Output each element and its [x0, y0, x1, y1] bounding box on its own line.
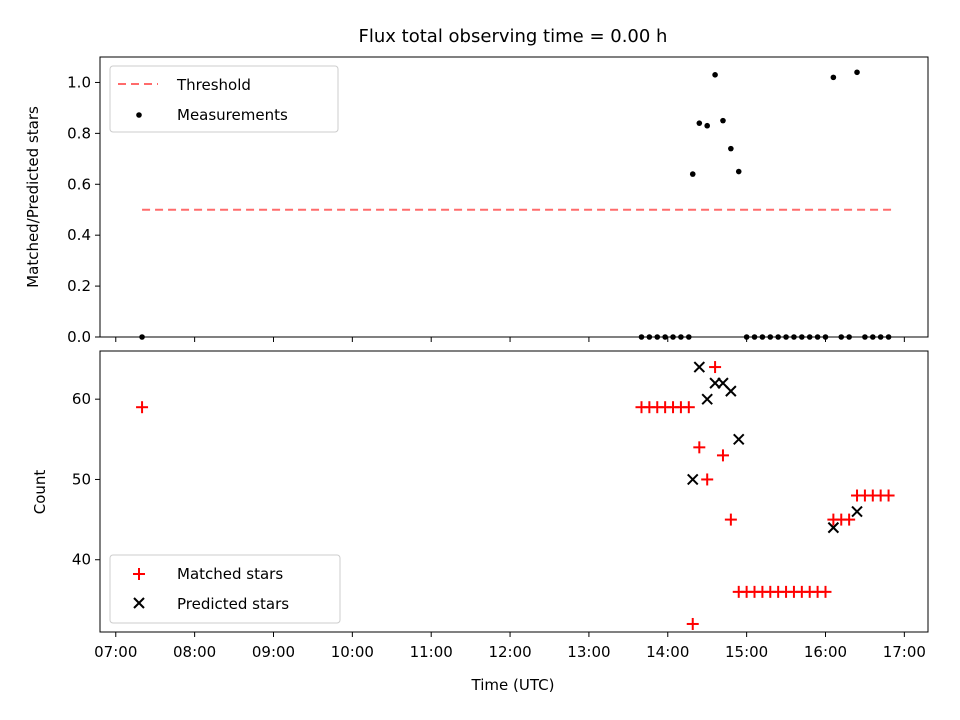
matched-star-marker	[709, 361, 722, 374]
x-tick-label: 13:00	[567, 643, 610, 661]
matched-star-marker	[701, 473, 714, 486]
x-tick-label: 14:00	[646, 643, 689, 661]
measurements-legend-label: Measurements	[177, 106, 288, 124]
x-tick-label: 16:00	[804, 643, 847, 661]
top-y-tick-label: 0.4	[67, 226, 91, 244]
predicted-star-marker	[725, 385, 737, 397]
threshold-legend-label: Threshold	[176, 76, 251, 94]
bottom-y-tick-label: 50	[72, 470, 91, 488]
top-y-tick-label: 0.2	[67, 277, 91, 295]
counts-layer	[136, 361, 895, 630]
predicted-legend-swatch	[133, 597, 145, 609]
top-y-tick-label: 0.6	[67, 175, 91, 193]
top-y-tick-label: 0.0	[67, 328, 91, 346]
measurement-point	[720, 117, 726, 124]
bottom-legend: Matched stars Predicted stars	[109, 554, 341, 624]
measurement-point	[728, 145, 734, 152]
x-tick-label: 09:00	[252, 643, 295, 661]
matched-star-marker	[682, 401, 695, 414]
predicted-star-marker	[851, 505, 863, 518]
x-tick-label: 10:00	[331, 643, 374, 661]
predicted-star-marker	[693, 361, 706, 373]
matched-legend-label: Matched stars	[177, 565, 283, 583]
matched-star-marker	[716, 449, 729, 462]
top-y-tick-label: 0.8	[67, 124, 91, 142]
x-tick-label: 08:00	[173, 643, 216, 661]
matched-star-marker	[819, 585, 832, 598]
bottom-y-tick-label: 60	[72, 390, 91, 408]
matched-star-marker	[882, 489, 895, 502]
matched-star-marker	[686, 617, 699, 630]
x-tick-label: 07:00	[94, 643, 137, 661]
x-tick-label: 11:00	[410, 643, 453, 661]
matched-star-marker	[843, 513, 856, 526]
x-tick-label: 12:00	[488, 643, 531, 661]
matched-star-marker	[136, 401, 149, 414]
predicted-star-marker	[687, 473, 699, 486]
bottom-y-axis-label: Count	[31, 470, 49, 515]
x-tick-label: 17:00	[883, 643, 926, 661]
top-x-ticks	[115, 337, 905, 342]
measurement-point	[696, 120, 703, 126]
measurement-point	[735, 168, 742, 175]
bottom-panel: 40 50 60 07:00 08:00 09:00 10:00 11:00 12:00 13:…	[31, 350, 929, 694]
bottom-plot-frame	[99, 350, 929, 633]
bottom-legend-box	[109, 554, 341, 624]
measurement-point	[704, 122, 710, 129]
predicted-star-marker	[701, 393, 713, 405]
top-legend: Threshold Measurements	[109, 65, 339, 133]
top-plot-frame	[99, 56, 929, 338]
top-legend-box	[109, 65, 339, 133]
measurement-point	[689, 171, 696, 177]
bottom-x-ticks: 07:00 08:00 09:00 10:00 11:00 12:00 13:00 14:00…	[94, 632, 926, 661]
measurement-point	[830, 74, 837, 81]
predicted-legend-label: Predicted stars	[177, 595, 289, 613]
x-tick-label: 15:00	[725, 643, 768, 661]
matched-star-marker	[693, 441, 706, 454]
bottom-y-ticks: 40 50 60	[72, 390, 100, 569]
top-y-axis-label: Matched/Predicted stars	[24, 106, 42, 288]
top-y-tick-label: 1.0	[67, 73, 91, 91]
chart-title: Flux total observing time = 0.00 h	[359, 26, 668, 47]
top-panel: 0.0 0.2 0.4 0.6 0.8 1.0 Matched/Predicted sta…	[24, 56, 929, 346]
measurements-legend-swatch	[136, 112, 142, 118]
bottom-y-tick-label: 40	[72, 551, 91, 569]
top-y-ticks: 0.0 0.2 0.4 0.6 0.8 1.0	[67, 73, 100, 346]
x-axis-label: Time (UTC)	[471, 676, 555, 694]
measurement-point	[712, 72, 718, 78]
measurement-point	[854, 69, 860, 76]
predicted-star-marker	[827, 521, 840, 534]
matched-legend-swatch	[133, 568, 145, 580]
predicted-star-marker	[733, 433, 745, 446]
matched-star-marker	[724, 513, 737, 526]
